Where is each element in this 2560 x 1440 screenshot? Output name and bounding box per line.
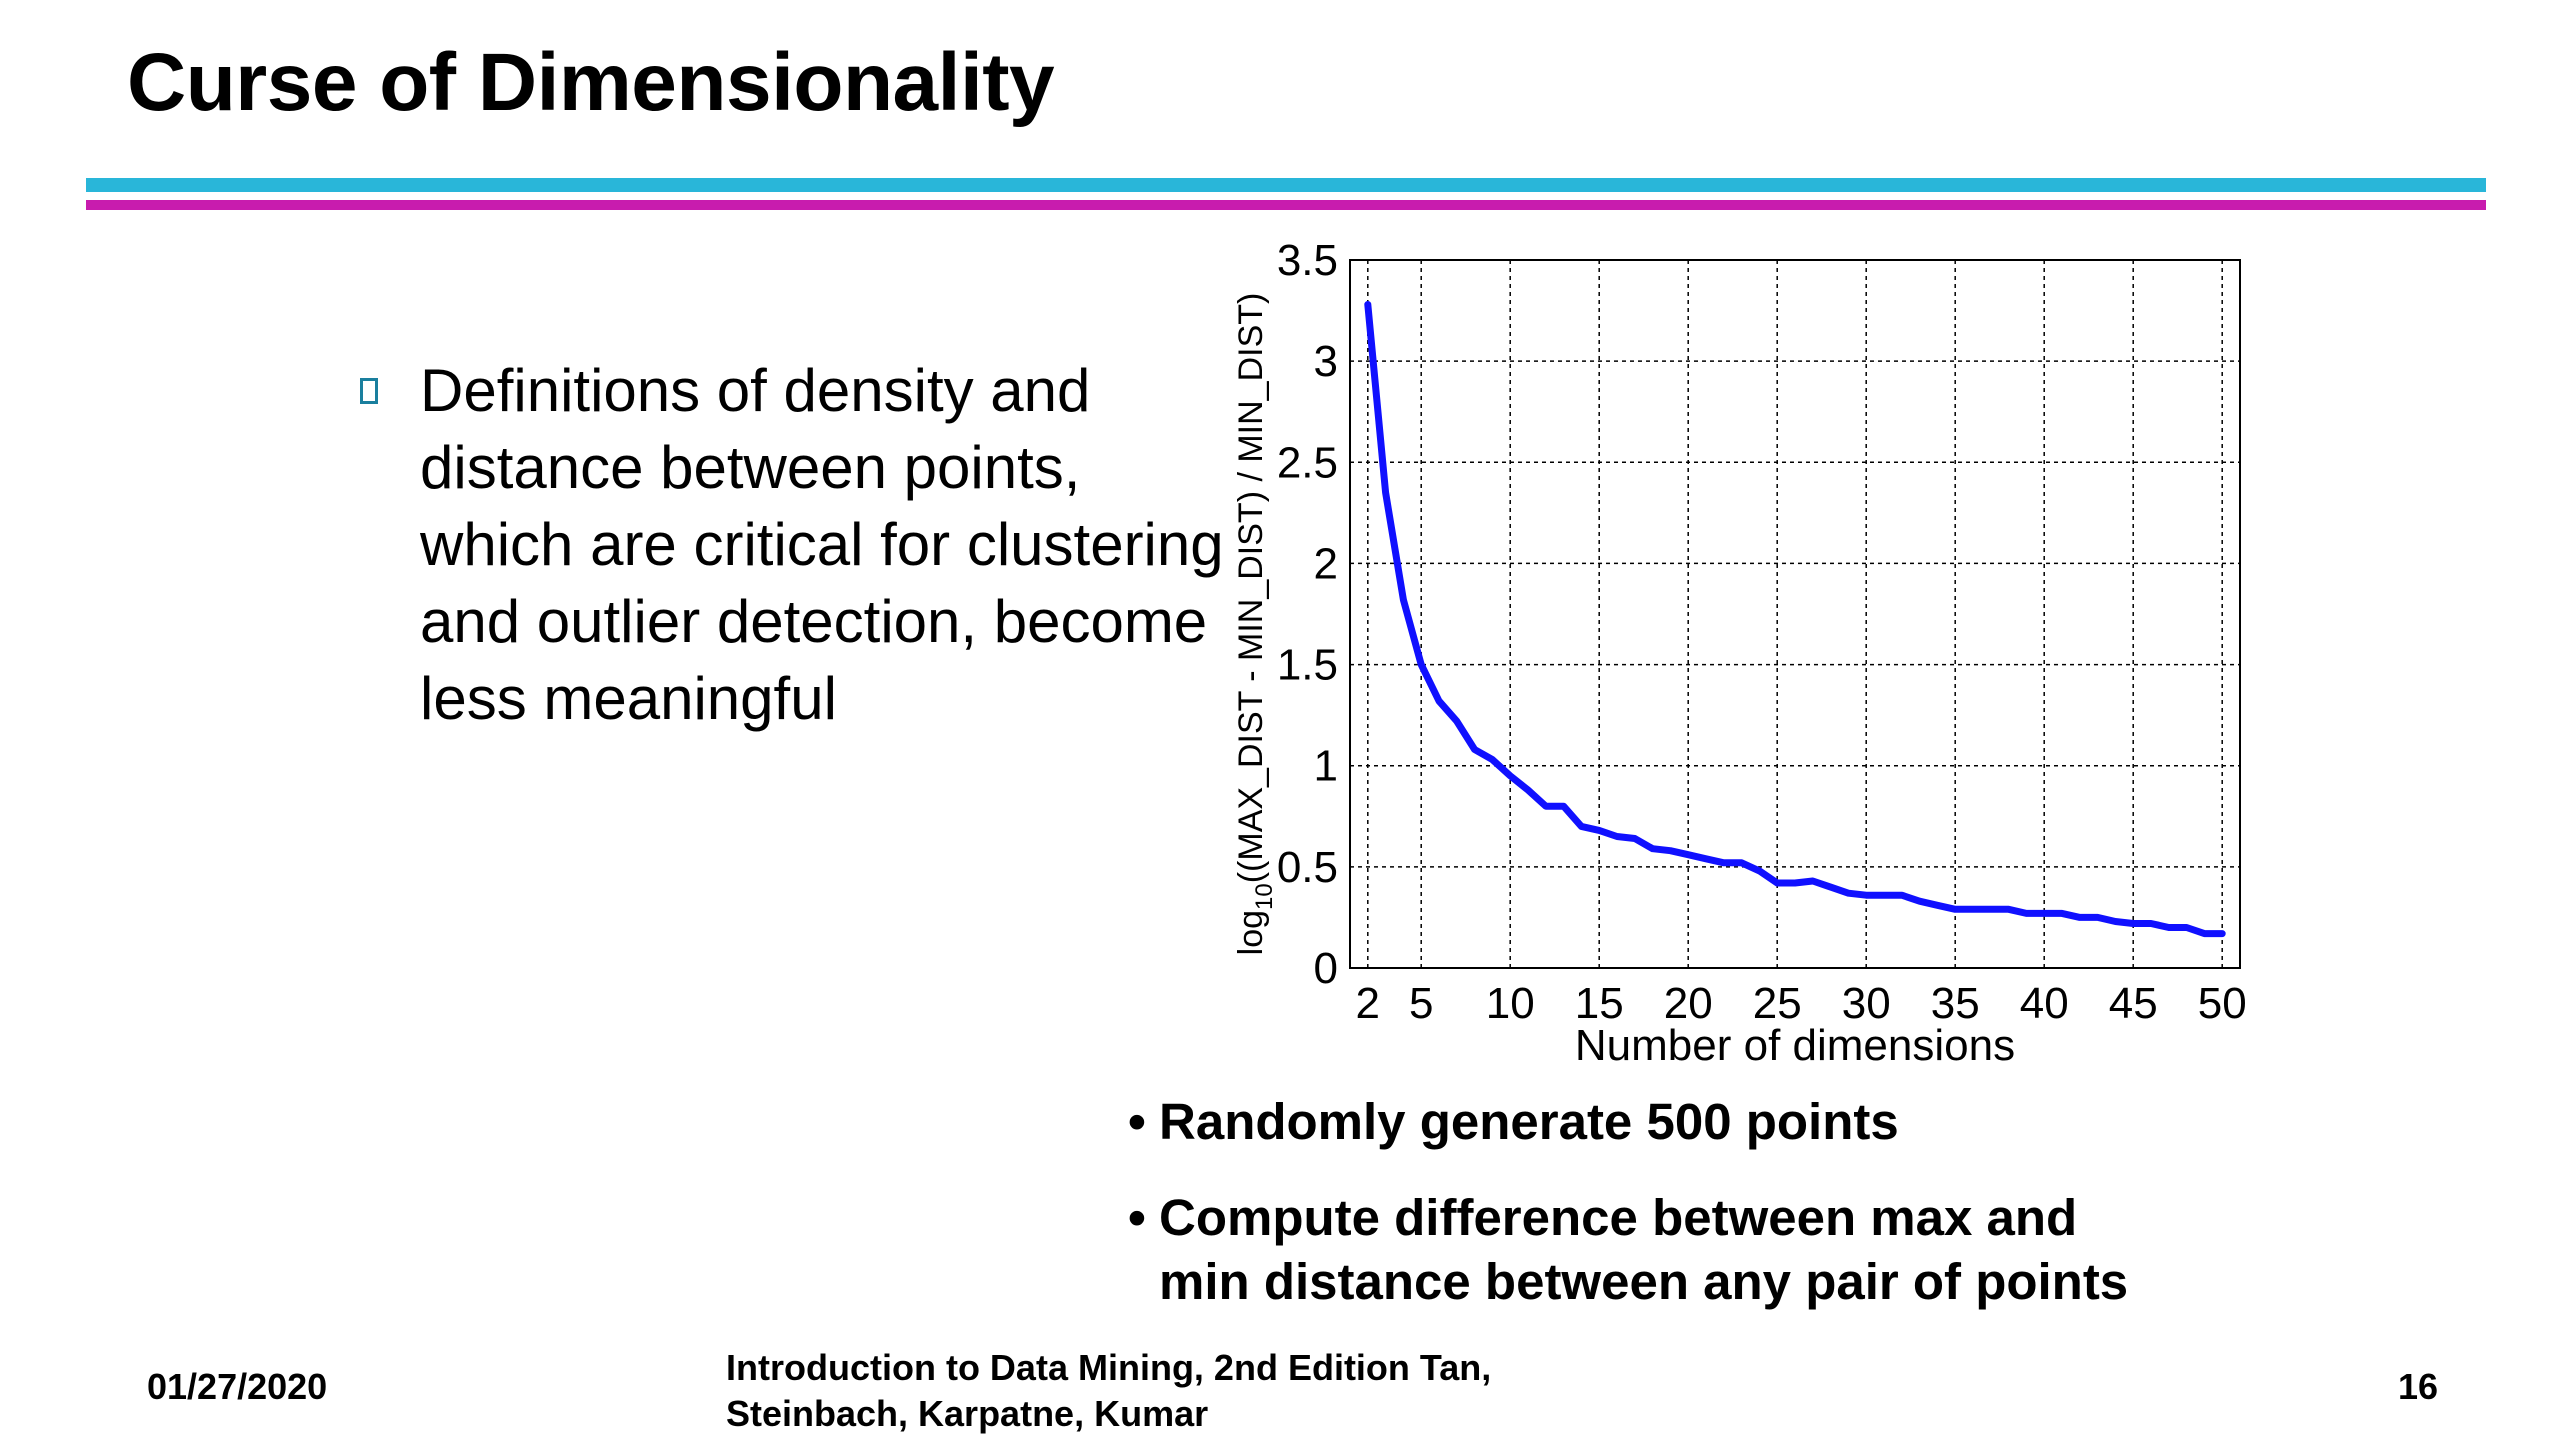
note-bullet-text: Compute difference between max and (1159, 1189, 2078, 1246)
y-tick-label: 2 (1314, 539, 1338, 588)
footer-page-number: 16 (2398, 1366, 2439, 1407)
note-bullet-text: Randomly generate 500 points (1159, 1093, 1899, 1150)
main-bullet-text: Definitions of density and distance betw… (420, 357, 1224, 732)
y-tick-label: 0 (1314, 944, 1338, 993)
y-tick-label: 3 (1314, 337, 1338, 386)
x-tick-label: 2 (1356, 979, 1380, 1028)
x-axis-label: Number of dimensions (1575, 1021, 2015, 1070)
x-tick-label: 50 (2198, 979, 2247, 1028)
x-tick-label: 15 (1575, 979, 1624, 1028)
footer-citation: Introduction to Data Mining, 2nd Edition… (726, 1347, 1492, 1434)
note-bullet-dot: • (1128, 1093, 1146, 1150)
y-tick-label: 2.5 (1277, 438, 1338, 487)
y-tick-label: 3.5 (1277, 236, 1338, 285)
chart-plot-frame (1349, 259, 2241, 969)
slide-title: Curse of Dimensionality (127, 37, 1055, 128)
x-tick-label: 45 (2109, 979, 2158, 1028)
y-axis-label-log: log (1232, 910, 1270, 955)
x-tick-label: 40 (2020, 979, 2069, 1028)
title-divider-magenta (86, 200, 2486, 210)
y-tick-label: 1 (1314, 742, 1338, 791)
y-tick-label: 0.5 (1277, 843, 1338, 892)
title-divider-cyan (86, 178, 2486, 192)
x-tick-label: 30 (1842, 979, 1891, 1028)
y-tick-label: 1.5 (1277, 641, 1338, 690)
note-bullet-dot: • (1128, 1189, 1146, 1246)
chart-grid (1350, 260, 2240, 968)
x-tick-label: 20 (1664, 979, 1713, 1028)
x-tick-label: 10 (1486, 979, 1535, 1028)
square-bullet-icon (360, 378, 378, 404)
x-tick-label: 5 (1409, 979, 1433, 1028)
y-axis-label-rest: ((MAX_DIST - MIN_DIST) / MIN_DIST) (1232, 293, 1270, 884)
y-axis-label-sub: 10 (1251, 883, 1278, 910)
y-axis-label: log10((MAX_DIST - MIN_DIST) / MIN_DIST) (1232, 293, 1278, 956)
note-bullet-text: min distance between any pair of points (1159, 1253, 2129, 1310)
footer-date: 01/27/2020 (147, 1366, 328, 1407)
x-tick-label: 25 (1753, 979, 1802, 1028)
x-tick-label: 35 (1931, 979, 1980, 1028)
chart-series-line (1364, 301, 2226, 938)
